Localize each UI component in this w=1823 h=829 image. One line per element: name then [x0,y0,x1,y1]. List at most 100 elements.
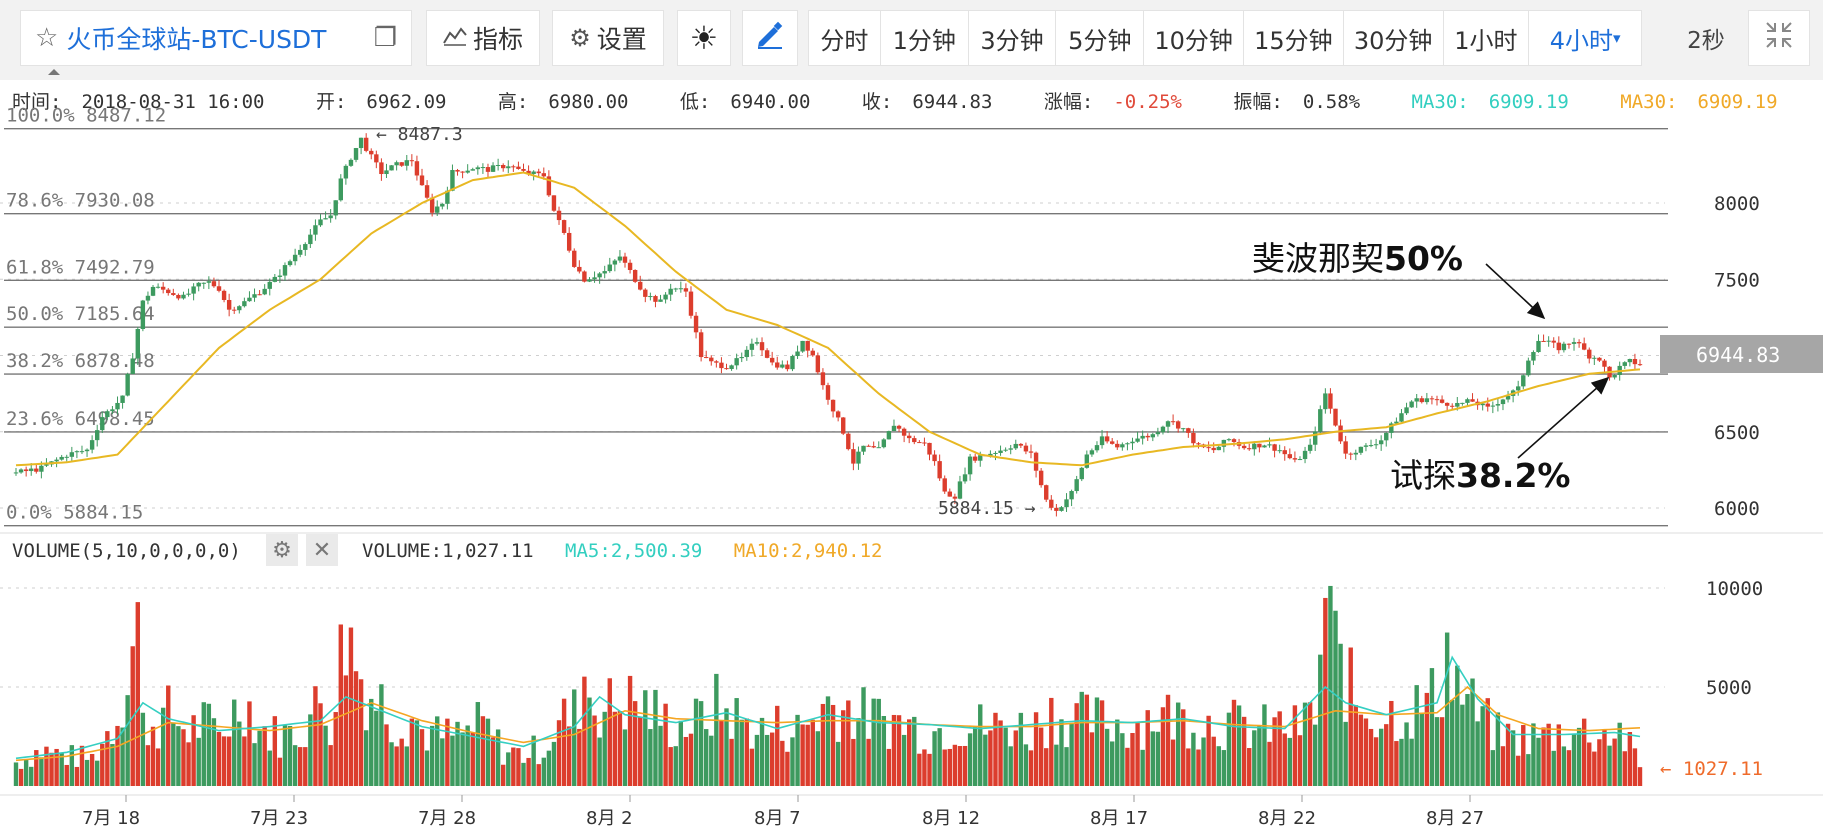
volume-bar-307 [1571,734,1577,786]
volume-bar-225 [1155,731,1161,786]
candle-213 [1094,445,1100,451]
volume-close-icon[interactable]: ✕ [306,534,338,566]
volume-bar-295 [1510,730,1516,786]
candle-190 [978,455,983,461]
volume-bar-258 [1323,597,1328,786]
volume-bar-285 [1460,704,1465,786]
interval-tab-0[interactable]: 分时 [809,11,881,65]
volume-bar-271 [1389,700,1394,786]
x-tick-label-1: 7月 23 [250,808,308,829]
candle-121 [627,262,633,271]
candle-85 [445,190,450,204]
volume-bar-153 [790,737,795,786]
star-icon[interactable]: ☆ [35,23,59,53]
volume-bar-68 [358,679,364,786]
candle-116 [602,271,607,274]
candle-291 [1490,405,1496,407]
interval-tab-1[interactable]: 1分钟 [881,11,969,65]
symbol-selector[interactable]: ☆ 火币全球站-BTC-USDT ❐ [20,10,412,66]
volume-bar-130 [673,746,678,786]
refresh-rate[interactable]: 2秒 [1687,28,1725,54]
candle-280 [1434,399,1440,401]
candle-317 [1622,362,1627,366]
volume-bar-34 [186,742,191,786]
candle-107 [556,210,562,221]
scroll-up-icon[interactable] [48,69,60,75]
candle-139 [719,362,724,369]
settings-button[interactable]: ⚙ 设置 [552,10,664,66]
volume-bar-297 [1521,725,1526,786]
candle-35 [191,286,196,294]
indicator-button[interactable]: 指标 [426,10,540,66]
candle-307 [1571,342,1577,344]
interval-tab-4[interactable]: 10分钟 [1144,11,1244,65]
volume-bar-24 [135,602,140,786]
theme-toggle-button[interactable]: ☀ [677,10,731,66]
candle-48 [257,294,262,296]
interval-tab-6[interactable]: 30分钟 [1344,11,1444,65]
candle-24 [135,328,140,359]
candle-266 [1363,445,1369,447]
candle-8 [54,459,59,462]
volume-bar-187 [962,745,968,786]
volume-bar-210 [1079,691,1084,786]
volume-bar-227 [1165,694,1171,786]
volume-bar-205 [1054,744,1059,786]
candle-219 [1125,443,1130,445]
candle-90 [470,169,475,171]
candle-151 [780,364,785,368]
candle-216 [1110,441,1115,444]
annotation-fib382: 试探38.2% [1390,456,1571,495]
volume-bar-121 [627,675,633,786]
volume-bar-164 [846,700,851,786]
candle-5 [39,465,44,472]
volume-bar-184 [947,748,952,786]
candle-278 [1424,398,1430,403]
volume-bar-255 [1307,702,1313,786]
candle-192 [988,453,993,456]
candle-149 [769,357,775,363]
candle-83 [435,206,440,213]
interval-tab-8[interactable]: 4小时 ▾ [1549,26,1621,55]
candle-172 [886,431,892,440]
candle-261 [1338,425,1343,442]
x-tick-label-5: 8月 12 [922,808,980,829]
draw-tool-button[interactable] [742,10,798,66]
candle-255 [1307,444,1313,451]
volume-bar-245 [1257,725,1262,786]
fib-label-1: 78.6% 7930.08 [6,190,155,212]
copy-icon[interactable]: ❐ [373,23,397,53]
volume-bar-108 [561,698,567,786]
interval-tab-3[interactable]: 5分钟 [1056,11,1145,65]
candle-217 [1115,443,1120,448]
candle-253 [1297,459,1303,461]
candle-229 [1175,421,1181,429]
candle-160 [825,385,831,400]
candle-249 [1277,450,1282,452]
volume-bar-89 [465,725,470,786]
volume-bar-221 [1135,722,1140,786]
volume-settings-icon[interactable]: ⚙ [266,534,298,566]
fullscreen-button[interactable] [1748,10,1810,66]
interval-tab-5[interactable]: 15分钟 [1244,11,1344,65]
candle-251 [1287,454,1293,459]
volume-bar-27 [150,726,156,786]
candle-66 [348,159,354,166]
candle-174 [896,425,902,429]
high-marker: ← 8487.3 [376,124,463,145]
candle-168 [866,445,871,447]
interval-tab-7[interactable]: 1小时 [1444,11,1530,65]
candle-73 [384,170,389,175]
volume-bar-83 [435,716,440,786]
interval-tab-2[interactable]: 3分钟 [969,11,1057,65]
volume-bar-166 [856,718,861,786]
candle-194 [998,450,1003,453]
volume-bar-117 [607,678,612,786]
candle-230 [1181,428,1186,430]
volume-title: VOLUME(5,10,0,0,0,0) [12,540,241,562]
candle-27 [150,286,156,296]
volume-bar-141 [729,738,734,786]
volume-bar-28 [155,748,161,786]
chevron-down-icon: ▾ [1613,29,1621,47]
